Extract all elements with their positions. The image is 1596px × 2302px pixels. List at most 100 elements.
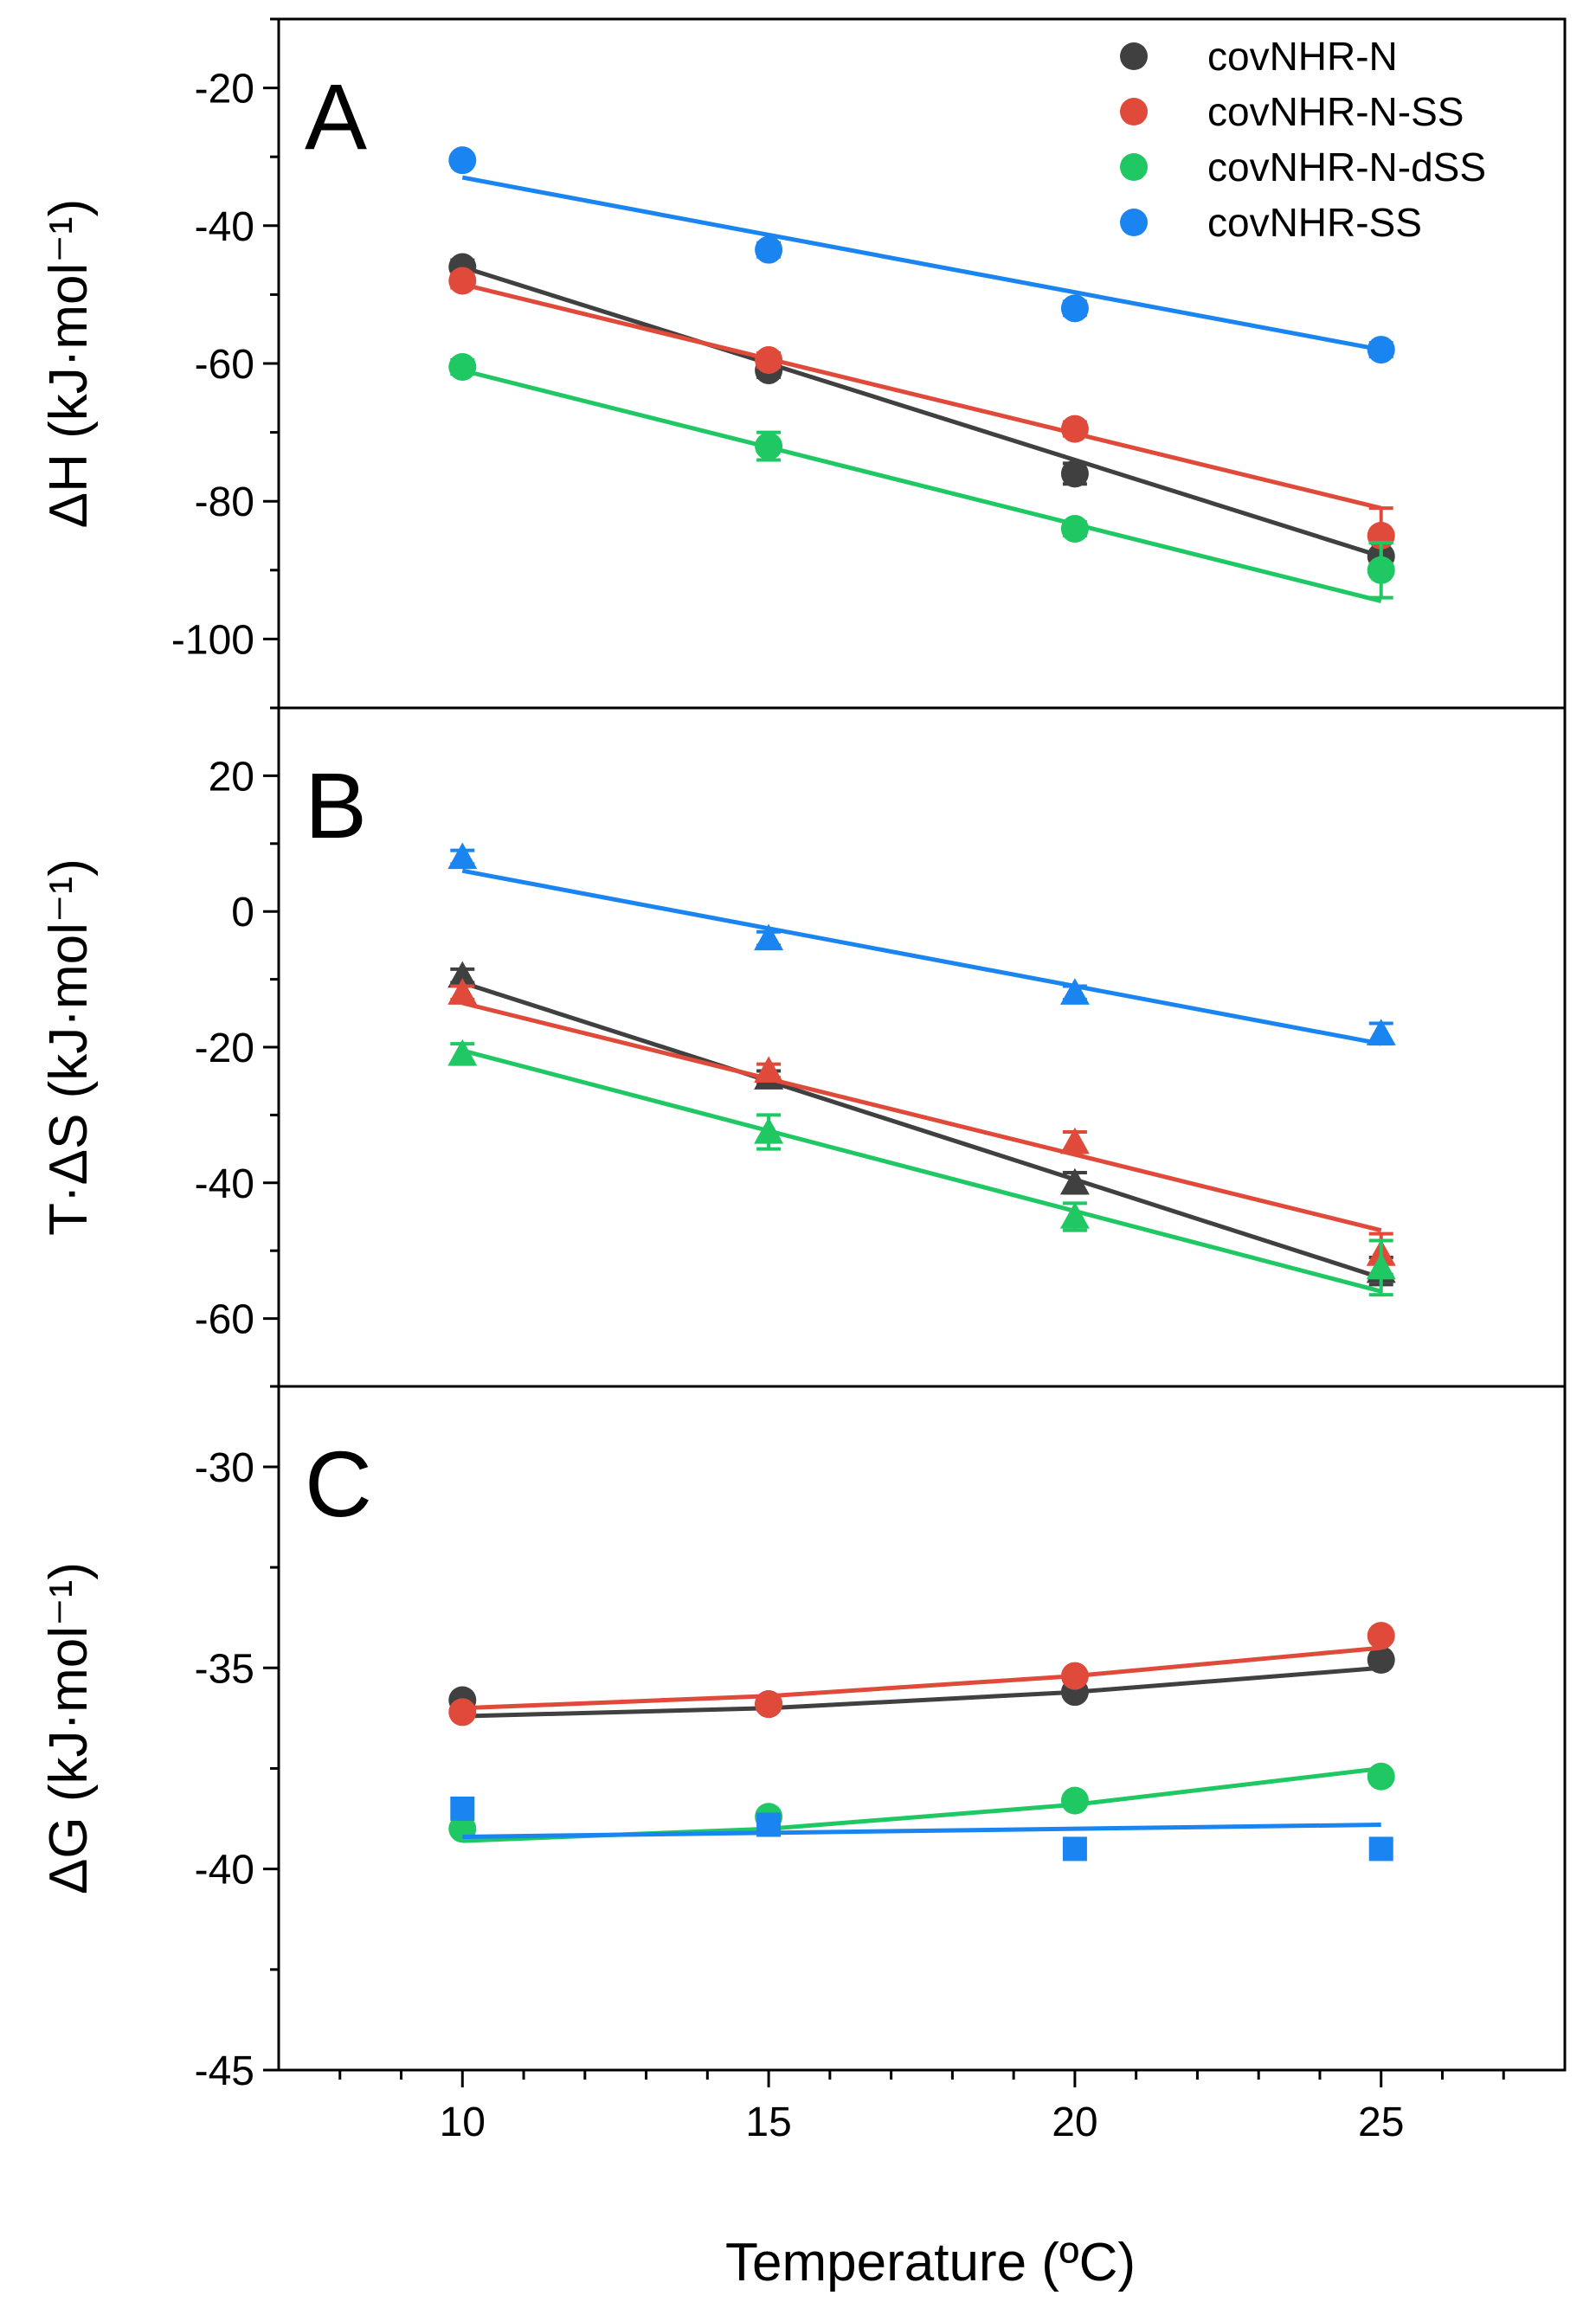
panel-letter: B: [305, 753, 367, 858]
legend-label: covNHR-N-dSS: [1207, 145, 1486, 190]
data-point: [448, 352, 477, 381]
data-point: [447, 978, 478, 1005]
data-point: [1059, 1202, 1090, 1229]
y-tick-label: -60: [195, 1297, 254, 1343]
y-tick-label: -20: [195, 1026, 254, 1071]
data-point: [1367, 336, 1395, 364]
data-point: [448, 1698, 477, 1726]
data-point: [1368, 1836, 1393, 1862]
legend-marker: [1120, 153, 1148, 181]
legend: covNHR-N covNHR-N-SS covNHR-N-dSS covNHR-SS: [1120, 34, 1486, 245]
data-point: [1062, 1836, 1087, 1862]
series-covNHR-N-dSS: [447, 1038, 1396, 1297]
data-point: [754, 1056, 784, 1083]
data-point: [1059, 1127, 1090, 1154]
fit-line: [461, 1048, 1382, 1294]
panel-C: -30 -35 -40 -45 C ΔG (kJ·mol⁻¹): [39, 1385, 1567, 2094]
panel-letter: C: [305, 1431, 372, 1536]
legend-marker: [1120, 209, 1148, 236]
data-point: [1060, 415, 1089, 443]
data-point: [1060, 515, 1089, 543]
data-point: [1059, 978, 1090, 1005]
y-axis-title: ΔH (kJ·mol⁻¹): [39, 199, 99, 529]
data-point: [1060, 1786, 1089, 1815]
fit-line: [462, 1665, 1381, 1719]
series-covNHR-N-dSS: [448, 352, 1395, 604]
fit-line: [461, 368, 1382, 604]
panel-A: -20 -40 -60 -80 -100 A ΔH (kJ·mol⁻¹): [39, 17, 1567, 710]
data-point: [1367, 1622, 1395, 1650]
data-point: [447, 842, 478, 870]
data-point: [1060, 460, 1089, 488]
legend-label: covNHR-SS: [1207, 200, 1422, 245]
data-point: [1367, 556, 1395, 584]
series-covNHR-N: [447, 961, 1396, 1287]
data-point: [448, 267, 477, 295]
data-point: [756, 1812, 782, 1837]
data-point: [447, 961, 478, 988]
legend-label: covNHR-N: [1207, 34, 1398, 79]
data-point: [1060, 294, 1089, 323]
data-point: [1366, 1252, 1396, 1280]
data-point: [754, 923, 784, 951]
legend-item-covNHR-N-dSS: covNHR-N-dSS: [1120, 145, 1486, 190]
y-tick-label: 20: [209, 754, 254, 800]
x-tick-label: 25: [1358, 2099, 1404, 2145]
shared-x-axis: 10 15 20 25: [338, 2070, 1505, 2145]
y-tick-label: -60: [195, 342, 254, 388]
series-covNHR-N-SS: [447, 978, 1396, 1276]
y-tick-label: -35: [195, 1646, 254, 1692]
fit-line: [462, 1823, 1381, 1839]
data-point: [754, 1117, 784, 1144]
fit-line: [461, 265, 1382, 559]
series-covNHR-N-SS: [448, 1622, 1395, 1726]
series-covNHR-N-SS: [448, 267, 1395, 565]
y-axis-title: T·ΔS (kJ·mol⁻¹): [39, 858, 99, 1236]
y-axis-title: ΔG (kJ·mol⁻¹): [39, 1562, 99, 1894]
data-point: [447, 1038, 478, 1066]
panel-C-frame: [277, 1385, 1567, 2072]
data-point: [450, 1796, 475, 1821]
data-point: [1367, 1646, 1395, 1674]
data-point: [755, 235, 783, 264]
fit-line: [461, 175, 1382, 352]
y-tick-label: -30: [195, 1445, 254, 1491]
panel-B: 20 0 -20 -40 -60 B T·ΔS (kJ·mol⁻¹): [39, 706, 1567, 1388]
y-tick-label: -20: [195, 67, 254, 113]
legend-item-covNHR-N-SS: covNHR-N-SS: [1120, 89, 1464, 134]
legend-label: covNHR-N-SS: [1207, 89, 1464, 134]
data-point: [1059, 1167, 1090, 1195]
legend-marker: [1120, 98, 1148, 125]
y-tick-label: 0: [231, 890, 254, 936]
data-point: [1366, 1019, 1396, 1045]
series-covNHR-N: [448, 1646, 1395, 1719]
series-covNHR-SS: [447, 842, 1396, 1046]
data-point: [755, 432, 783, 460]
legend-marker: [1120, 42, 1148, 70]
panel-letter: A: [305, 64, 367, 169]
fit-line: [461, 1000, 1382, 1233]
x-tick-label: 20: [1052, 2099, 1097, 2145]
y-tick-label: -40: [195, 204, 254, 250]
x-axis-title: Temperature (ºC): [725, 2233, 1136, 2292]
fit-line: [462, 1645, 1381, 1711]
fit-line: [461, 981, 1382, 1280]
data-point: [1367, 1762, 1395, 1791]
y-tick-label: -45: [195, 2048, 254, 2094]
y-tick-label: -80: [195, 479, 254, 525]
y-tick-label: -40: [195, 1848, 254, 1894]
x-tick-label: 10: [440, 2099, 486, 2145]
data-point: [755, 346, 783, 375]
series-covNHR-SS: [448, 146, 1395, 364]
fit-line: [461, 282, 1382, 511]
data-point: [755, 1690, 783, 1719]
y-tick-label: -40: [195, 1161, 254, 1207]
legend-item-covNHR-N: covNHR-N: [1120, 34, 1398, 79]
data-point: [1060, 1662, 1089, 1690]
series-covNHR-N: [448, 253, 1395, 572]
y-tick-label: -100: [171, 617, 254, 663]
data-point: [448, 146, 477, 175]
x-tick-label: 15: [745, 2099, 791, 2145]
